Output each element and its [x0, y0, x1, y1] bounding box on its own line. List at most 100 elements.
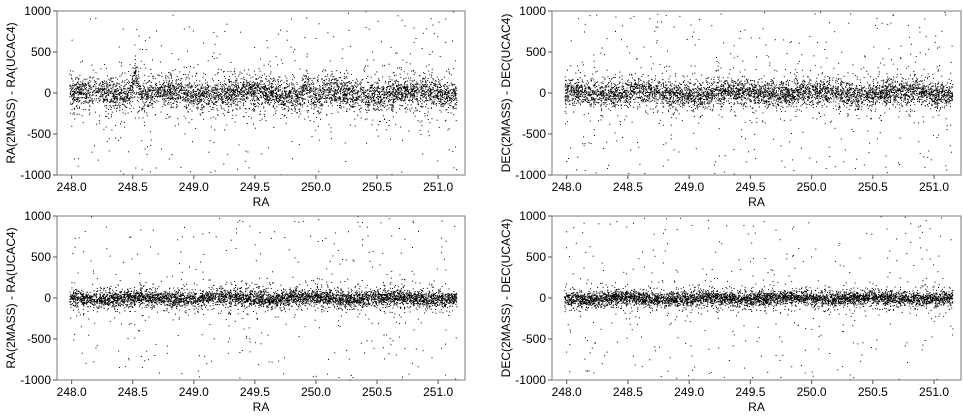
data-point: [257, 99, 259, 101]
data-point: [138, 82, 140, 84]
data-point: [396, 85, 398, 87]
data-point: [110, 84, 112, 86]
data-point: [160, 45, 162, 47]
data-point: [219, 93, 221, 95]
data-point: [424, 80, 426, 82]
data-point: [269, 60, 271, 62]
data-point: [332, 76, 334, 78]
data-point: [267, 84, 269, 86]
data-point: [119, 99, 121, 101]
data-point: [247, 89, 249, 91]
data-point: [216, 96, 217, 98]
data-point: [256, 102, 258, 104]
data-point: [306, 89, 307, 91]
data-point: [180, 92, 182, 94]
data-point: [170, 98, 172, 100]
data-point: [126, 102, 128, 104]
data-point: [169, 116, 171, 118]
data-point: [425, 92, 427, 93]
data-point: [282, 87, 284, 89]
data-point: [310, 91, 312, 93]
data-point: [146, 95, 148, 97]
data-point: [121, 92, 122, 94]
data-point: [73, 97, 75, 99]
data-point: [309, 88, 311, 89]
data-point: [192, 94, 194, 96]
data-point: [328, 83, 329, 84]
data-point: [395, 123, 397, 125]
data-point: [352, 91, 353, 93]
data-point: [85, 98, 87, 99]
data-point: [369, 86, 371, 88]
data-point: [420, 82, 422, 84]
data-point: [204, 91, 206, 93]
data-point: [160, 95, 162, 97]
data-point: [80, 93, 82, 95]
data-point: [269, 65, 271, 67]
data-point: [181, 92, 183, 94]
data-point: [172, 70, 174, 72]
data-point: [428, 135, 430, 137]
data-point: [179, 88, 181, 90]
data-point: [229, 97, 230, 98]
data-point: [374, 73, 376, 75]
data-point: [453, 95, 455, 97]
data-point: [443, 76, 445, 78]
data-point: [136, 77, 138, 79]
data-point: [279, 86, 281, 88]
data-point: [418, 91, 420, 93]
data-point: [81, 87, 83, 89]
data-point: [373, 99, 375, 101]
data-point: [191, 97, 193, 99]
data-point: [159, 92, 161, 94]
data-point: [319, 98, 321, 100]
data-point: [274, 89, 276, 91]
data-point: [125, 91, 127, 92]
data-point: [315, 95, 317, 96]
data-point: [91, 151, 93, 153]
data-point: [261, 103, 263, 105]
data-point: [410, 91, 412, 93]
data-point: [435, 95, 437, 97]
data-point: [235, 80, 237, 82]
data-point: [312, 91, 314, 93]
data-point: [171, 84, 173, 86]
data-point: [244, 86, 246, 88]
data-point: [437, 160, 439, 162]
data-point: [359, 95, 361, 97]
data-point: [306, 70, 308, 72]
data-point: [165, 85, 167, 87]
data-point: [156, 96, 158, 97]
data-point: [281, 93, 283, 95]
data-point: [396, 97, 398, 99]
data-point: [392, 101, 394, 103]
data-point: [231, 90, 233, 92]
data-point: [259, 96, 261, 98]
data-point: [305, 87, 307, 89]
data-point: [422, 95, 423, 97]
data-point: [105, 82, 107, 84]
data-point: [81, 115, 83, 117]
data-point: [378, 103, 380, 105]
data-point: [404, 92, 406, 94]
data-point: [243, 69, 245, 71]
data-point: [440, 99, 442, 101]
data-point: [121, 104, 123, 106]
data-point: [319, 89, 321, 91]
data-point: [83, 92, 85, 94]
data-point: [386, 94, 388, 96]
data-point: [202, 94, 204, 96]
data-point: [116, 107, 118, 109]
data-point: [132, 67, 134, 69]
data-point: [139, 92, 141, 94]
data-point: [424, 84, 426, 86]
data-point: [253, 87, 255, 89]
data-point: [193, 98, 195, 100]
data-point: [270, 101, 272, 103]
data-point: [175, 107, 177, 109]
data-point: [301, 87, 303, 89]
data-point: [264, 102, 266, 104]
data-point: [390, 104, 392, 106]
data-point: [102, 81, 104, 83]
data-point: [103, 85, 105, 87]
